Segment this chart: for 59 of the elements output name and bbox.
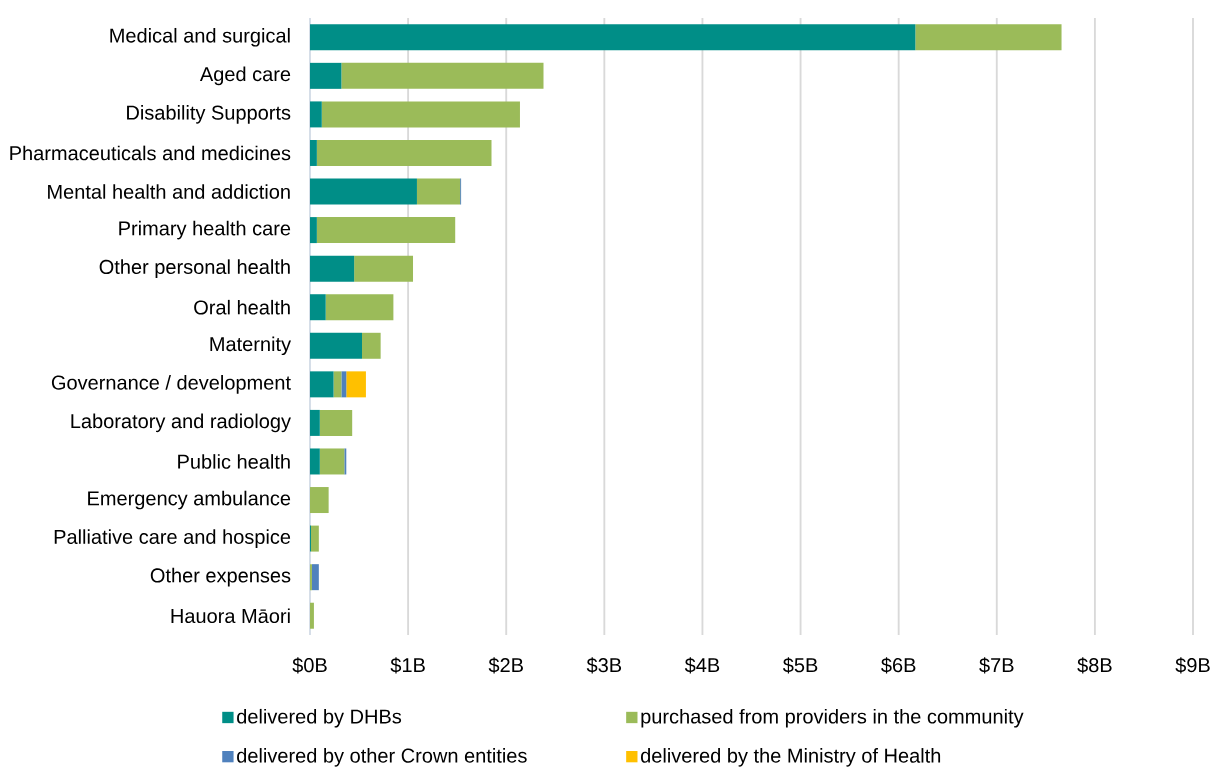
x-tick-label: $8B	[1077, 657, 1112, 674]
x-tick-label: $9B	[1175, 657, 1210, 674]
bar	[310, 62, 342, 89]
x-tick-label: $6B	[881, 657, 916, 674]
bar	[321, 101, 520, 128]
x-tick-label: $7B	[979, 657, 1014, 674]
bar	[354, 255, 414, 282]
bar	[341, 62, 544, 89]
x-tick-label: $4B	[684, 657, 720, 674]
x-tick-label: $5B	[782, 657, 818, 674]
bar	[346, 371, 366, 398]
bar	[310, 217, 317, 244]
x-tick-label: $1B	[390, 657, 425, 674]
legend-label: delivered by DHBs	[237, 708, 402, 728]
bar	[310, 178, 417, 205]
bar	[310, 255, 355, 282]
bar	[362, 332, 381, 359]
y-tick-label: Emergency ambulance	[88, 490, 291, 510]
bar	[319, 409, 353, 436]
bar	[310, 24, 916, 51]
bar	[341, 371, 347, 398]
x-tick-label: $2B	[488, 657, 523, 674]
bar	[316, 139, 492, 166]
bar	[319, 448, 345, 475]
y-tick-label: Aged care	[199, 66, 291, 86]
legend-label: purchased from providers in the community	[641, 708, 1024, 728]
bar	[416, 178, 461, 205]
x-tick-label: $3B	[586, 657, 622, 674]
y-tick-label: Palliative care and hospice	[54, 529, 291, 548]
y-tick-label: Maternity	[210, 336, 292, 356]
x-tick-label: $0B	[292, 657, 327, 674]
bar	[310, 332, 362, 359]
y-tick-label: Medical and surgical	[110, 27, 290, 47]
bar	[310, 487, 329, 514]
y-tick-label: Oral health	[194, 299, 290, 315]
y-tick-label: Primary health care	[119, 220, 291, 240]
bar	[310, 101, 322, 128]
y-tick-label: Public health	[178, 454, 290, 469]
y-tick-label: Disability Supports	[127, 105, 291, 124]
bar	[325, 294, 394, 321]
bar	[310, 371, 334, 398]
bar	[310, 448, 320, 475]
bar	[310, 409, 320, 436]
y-tick-label: Laboratory and radiology	[71, 413, 291, 433]
legend-label: delivered by the Ministry of Health	[641, 748, 941, 767]
bar	[310, 525, 319, 552]
bar	[310, 294, 326, 321]
y-tick-label: Mental health and addiction	[48, 184, 290, 199]
bar	[310, 139, 317, 166]
y-tick-label: Hauora Māori	[171, 608, 290, 624]
bar	[316, 217, 456, 244]
y-tick-label: Governance / development	[51, 375, 291, 394]
bar	[915, 24, 1062, 51]
bar	[310, 602, 314, 629]
y-tick-label: Other personal health	[99, 259, 290, 278]
legend-label: delivered by other Crown entities	[237, 748, 527, 767]
bar	[311, 564, 319, 591]
y-tick-label: Other expenses	[150, 567, 291, 587]
y-tick-label: Pharmaceuticals and medicines	[10, 145, 291, 161]
